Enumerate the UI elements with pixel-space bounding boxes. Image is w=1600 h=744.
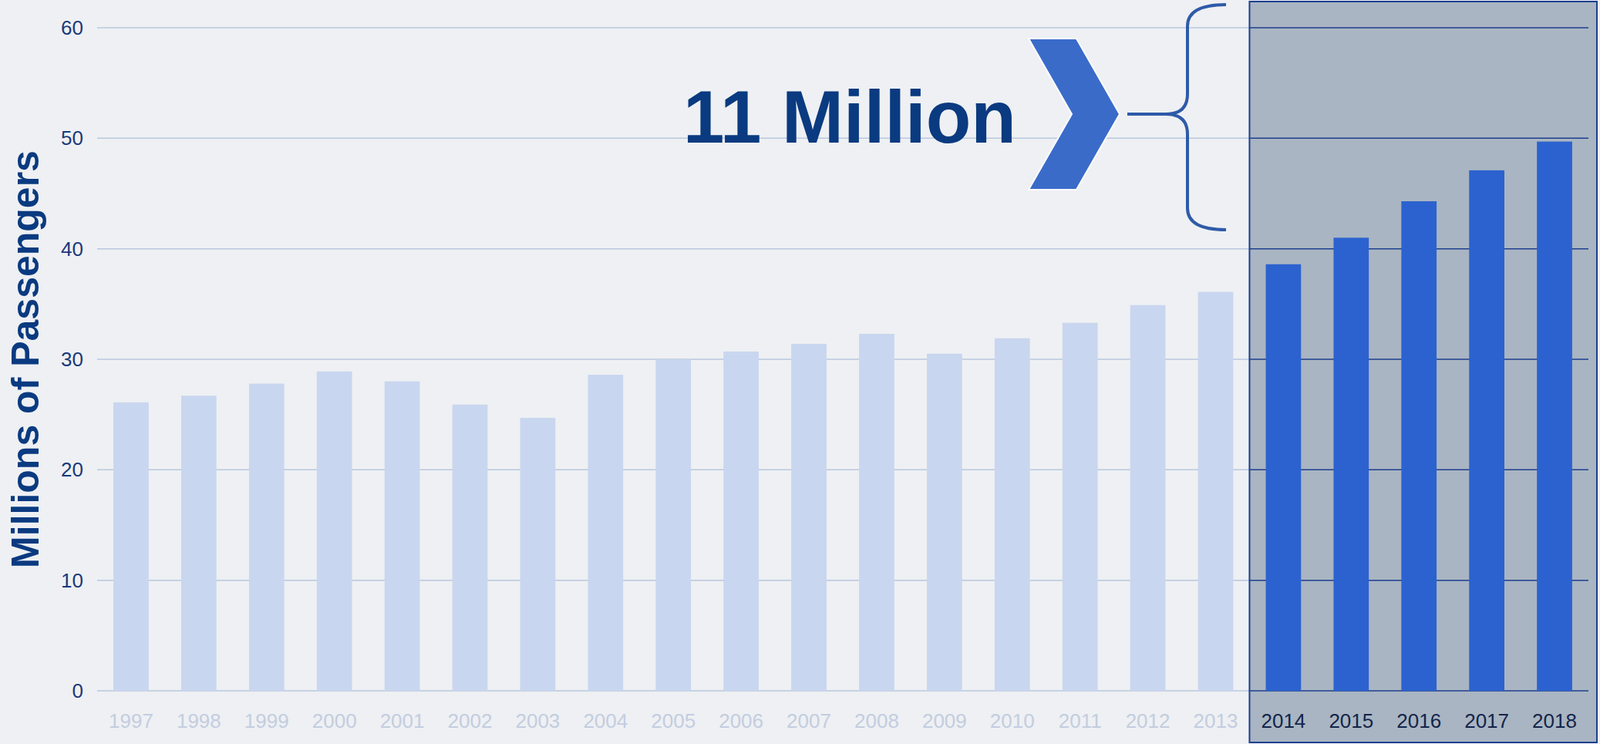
bar: [1130, 305, 1166, 691]
bar: [1266, 264, 1302, 691]
x-tick-label: 2012: [1125, 709, 1171, 733]
x-tick-label: 2011: [1058, 709, 1102, 733]
bar: [1401, 201, 1437, 691]
bar: [926, 353, 963, 691]
bar: [791, 343, 827, 691]
highlight-panel: [1249, 1, 1597, 743]
bars: [113, 141, 1573, 691]
chart: 0 10 20 30 40 50 60 1997 1998 1999 2000 2001 2002 200…: [0, 0, 1600, 744]
bar: [723, 351, 759, 691]
bar: [1062, 323, 1099, 691]
y-axis-title: Millions of Passengers: [3, 150, 48, 569]
x-tick-label: 2016: [1396, 709, 1442, 733]
bracket-stem: [1127, 112, 1166, 116]
chevron: [1028, 38, 1120, 190]
x-tick-label: 2013: [1193, 709, 1239, 733]
y-tick-label: 60: [60, 16, 84, 40]
grid-line: [97, 248, 1250, 250]
y-tick-label: 10: [60, 569, 84, 593]
x-tick-label: 2006: [718, 709, 764, 733]
bar: [384, 381, 421, 691]
x-tick-label: 2007: [786, 709, 832, 733]
bar: [316, 371, 353, 691]
bar: [181, 395, 217, 691]
x-tick-label: 2018: [1532, 709, 1577, 733]
x-tick-label: 1997: [108, 709, 154, 733]
x-tick-label: 2009: [922, 709, 967, 733]
grid-line: [1249, 26, 1589, 29]
x-tick-label: 2017: [1464, 709, 1510, 733]
y-tick-label: 20: [60, 458, 84, 482]
y-tick-label: 0: [72, 679, 84, 703]
x-tick-label: 2014: [1260, 709, 1306, 733]
annotation: 11 Million: [683, 75, 1017, 159]
y-tick-label: 30: [60, 347, 84, 371]
x-tick-label: 2015: [1328, 709, 1374, 733]
x-tick-label: 2003: [515, 709, 560, 733]
highlight-frame: [1249, 1, 1597, 743]
bracket: [1165, 4, 1227, 230]
x-tick-label: 2008: [854, 709, 900, 733]
x-tick-label: 2004: [582, 709, 628, 733]
bar: [858, 333, 895, 691]
bar: [249, 384, 285, 691]
bar: [655, 359, 691, 691]
y-tick-label: 50: [60, 126, 84, 150]
bar: [994, 338, 1031, 691]
x-tick-label: 2002: [448, 709, 493, 733]
x-tick-label: 2001: [380, 709, 425, 733]
grid-line: [97, 26, 1250, 29]
bar: [1333, 237, 1369, 691]
grid-line: [1249, 138, 1589, 140]
bar: [1468, 170, 1505, 691]
background: [0, 0, 1600, 744]
x-tick-label: 2005: [650, 709, 696, 733]
x-tick-label: 2010: [990, 709, 1035, 733]
bar: [587, 374, 624, 691]
bar: [1198, 292, 1234, 691]
bar: [520, 417, 556, 691]
x-tick-label: 2000: [312, 709, 358, 733]
x-tick-label: 1999: [244, 709, 290, 733]
y-tick-label: 40: [60, 237, 84, 261]
bar: [452, 404, 489, 691]
x-tick-label: 1998: [176, 709, 222, 733]
bar: [1536, 141, 1573, 691]
bar: [113, 402, 149, 691]
